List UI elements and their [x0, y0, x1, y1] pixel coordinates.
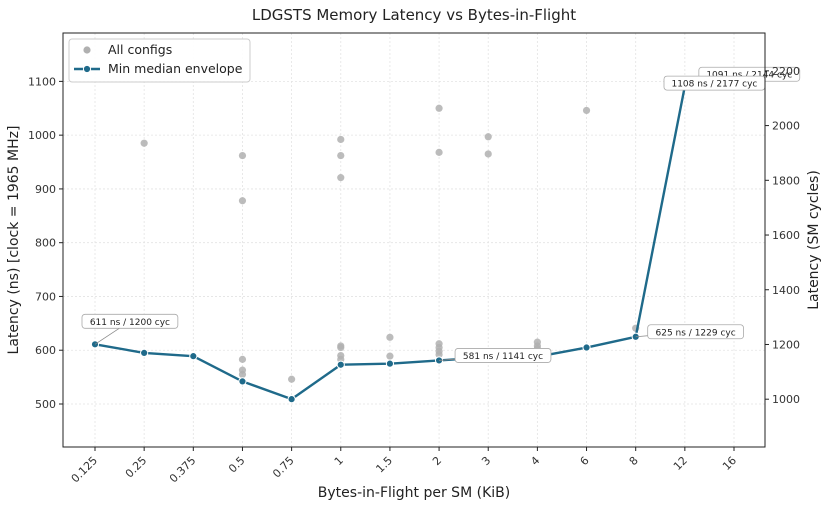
grid-lines	[63, 33, 765, 447]
scatter-point	[582, 106, 591, 115]
x-tick-label: 6	[578, 454, 592, 468]
right-tick-label: 1200	[772, 338, 800, 351]
left-tick-label: 900	[35, 183, 56, 196]
legend-marker-scatter	[83, 46, 91, 54]
annotation-label: 1108 ns / 2177 cyc	[671, 80, 757, 90]
x-tick-label: 0.375	[167, 454, 198, 485]
left-tick-label: 500	[35, 398, 56, 411]
scatter-point	[238, 370, 247, 379]
annotations: 611 ns / 1200 cyc 581 ns / 1141 cyc 625 ns…	[81, 66, 801, 363]
scatter-point	[337, 174, 345, 182]
envelope-point	[140, 348, 149, 358]
x-tick-label: 0.5	[226, 454, 248, 476]
envelope-point	[385, 359, 395, 368]
envelope-line	[94, 75, 735, 401]
scatter-point	[435, 104, 443, 112]
left-tick-label: 800	[35, 237, 56, 250]
x-tick-label: 1	[332, 454, 346, 468]
envelope-point	[336, 360, 345, 369]
x-tick-label: 16	[720, 454, 739, 473]
scatter-point	[386, 352, 394, 360]
scatter-point	[435, 350, 443, 359]
legend-box	[68, 38, 251, 83]
scatter-point	[140, 139, 148, 147]
x-tick-label: 0.75	[270, 454, 297, 481]
scatter-point	[238, 151, 247, 160]
scatter-point	[337, 343, 345, 352]
left-y-axis: 500 600 700 800 900 1000 1100	[28, 75, 63, 411]
scatter-point	[288, 375, 296, 383]
annotation-box	[81, 313, 179, 329]
scatter-point	[484, 133, 492, 141]
scatter-point	[386, 333, 394, 341]
chart-title: LDGSTS Memory Latency vs Bytes-in-Flight	[252, 6, 576, 24]
x-tick-label: 3	[479, 454, 493, 468]
x-tick-label: 2	[430, 454, 444, 468]
left-tick-label: 1100	[28, 75, 56, 88]
annotation-box	[454, 348, 552, 363]
x-tick-label: 1.5	[373, 454, 395, 476]
annotation-box	[647, 324, 744, 340]
legend-label-scatter: All configs	[108, 42, 172, 57]
envelope-point	[189, 352, 198, 361]
envelope-point	[238, 377, 247, 386]
right-y-axis-label: Latency (SM cycles)	[806, 170, 822, 310]
annotation-label: 581 ns / 1141 cyc	[463, 352, 543, 362]
right-tick-label: 1600	[772, 229, 800, 242]
min-median-envelope-line	[90, 72, 739, 404]
x-axis-label: Bytes-in-Flight per SM (KiB)	[318, 485, 510, 501]
scatter-point	[238, 355, 247, 363]
x-tick-label: 0.125	[69, 454, 100, 485]
legend: All configs Min median envelope	[68, 38, 251, 83]
x-tick-label: 8	[627, 454, 641, 468]
scatter-point	[484, 150, 492, 158]
right-tick-label: 2200	[772, 65, 800, 78]
plot-area-frame	[62, 32, 766, 448]
right-y-axis: 1000 1200 1400 1600 1800 2000 2200	[765, 65, 800, 406]
left-tick-label: 700	[35, 290, 56, 303]
right-tick-label: 1400	[772, 284, 800, 297]
x-axis: 0.125 0.25 0.375 0.5 0.75 1 1.5 2 3 4 6 8 12 16	[69, 447, 739, 485]
left-y-axis-label: Latency (ns) [clock = 1965 MHz]	[6, 126, 22, 355]
all-configs-points	[91, 73, 738, 403]
scatter-point	[435, 148, 443, 156]
left-tick-label: 1000	[28, 129, 56, 142]
scatter-point	[238, 197, 247, 205]
legend-label-envelope: Min median envelope	[108, 61, 243, 76]
legend-marker-envelope	[82, 64, 92, 74]
x-tick-label: 12	[671, 454, 690, 473]
right-tick-label: 1000	[772, 393, 800, 406]
annotation-label: 611 ns / 1200 cyc	[90, 318, 170, 328]
annotation-label: 625 ns / 1229 cyc	[656, 328, 736, 338]
envelope-point	[287, 395, 296, 404]
right-tick-label: 1800	[772, 174, 800, 187]
scatter-point	[337, 151, 345, 160]
left-tick-label: 600	[35, 344, 56, 357]
x-tick-label: 0.25	[123, 454, 150, 481]
envelope-point	[582, 343, 591, 352]
scatter-point	[337, 135, 345, 144]
x-tick-label: 4	[528, 454, 542, 468]
right-tick-label: 2000	[772, 120, 800, 133]
